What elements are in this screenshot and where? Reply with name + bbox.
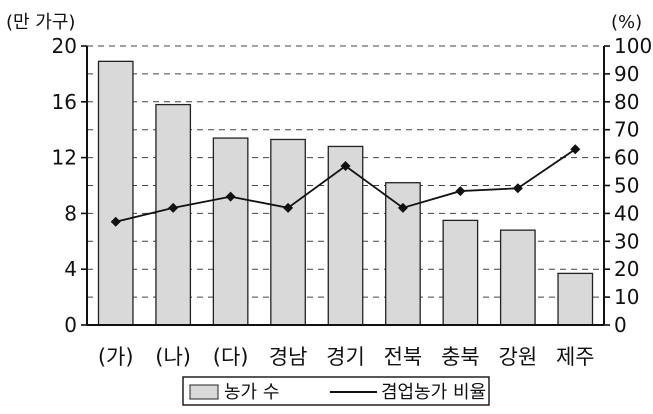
labels: 0 4 8 12 16 20 0 10 20 30 40 50 60 70 80 90 100 (가) (나) (다)… [6,12,652,369]
bar-1 [155,103,192,326]
bar-3 [270,138,306,326]
bar-0 [97,60,134,326]
left-axis-unit: (만 가구) [6,12,75,33]
line-point-7 [512,183,523,194]
right-tick-label-8: 80 [614,90,639,114]
left-tick-label-1: 4 [64,257,77,281]
right-tick-label-9: 90 [614,62,639,86]
right-tick-label-0: 0 [614,313,627,337]
right-tick-label-6: 60 [614,146,639,170]
right-tick-label-3: 30 [614,229,639,253]
line-point-3 [283,202,294,213]
legend-bar-label: 농가 수 [224,382,279,403]
category-label-8: 제주 [556,345,595,369]
category-label-0: (가) [98,345,134,369]
line-point-1 [168,202,179,213]
right-tick-label-1: 10 [614,285,639,309]
line-layer [110,144,581,227]
left-tick-label-2: 8 [64,201,77,225]
right-tick-label-5: 50 [614,174,639,198]
legend-line-label: 겸업농가 비율 [381,382,486,403]
right-axis-unit: (%) [611,12,642,33]
category-label-5: 전북 [384,345,423,369]
line-point-0 [110,216,121,227]
bar-6 [442,219,479,326]
right-tick-label-4: 40 [614,201,639,225]
category-label-7: 강원 [499,345,538,369]
bar-7 [499,229,536,326]
line-point-4 [340,160,351,171]
left-tick-label-4: 16 [52,90,77,114]
left-tick-label-3: 12 [52,146,77,170]
category-label-3: 경남 [269,345,308,369]
left-tick-label-0: 0 [64,313,77,337]
bars [97,60,594,326]
category-label-1: (나) [155,345,191,369]
right-tick-label-7: 70 [614,118,639,142]
legend: 농가 수 겸업농가 비율 [182,376,490,406]
bar-8 [557,272,594,326]
bar-4 [327,145,364,326]
category-label-2: (다) [213,345,249,369]
line-point-8 [570,144,581,155]
left-tick-label-5: 20 [52,34,77,58]
axes [81,45,610,326]
line-point-2 [225,191,236,202]
category-label-4: 경기 [326,345,365,369]
line-point-6 [455,186,466,197]
right-tick-label-2: 20 [614,257,639,281]
legend-bar-swatch [189,384,219,400]
line-point-5 [397,202,408,213]
bar-2 [212,137,249,326]
category-label-6: 충북 [441,345,480,369]
right-tick-label-10: 100 [614,34,652,58]
